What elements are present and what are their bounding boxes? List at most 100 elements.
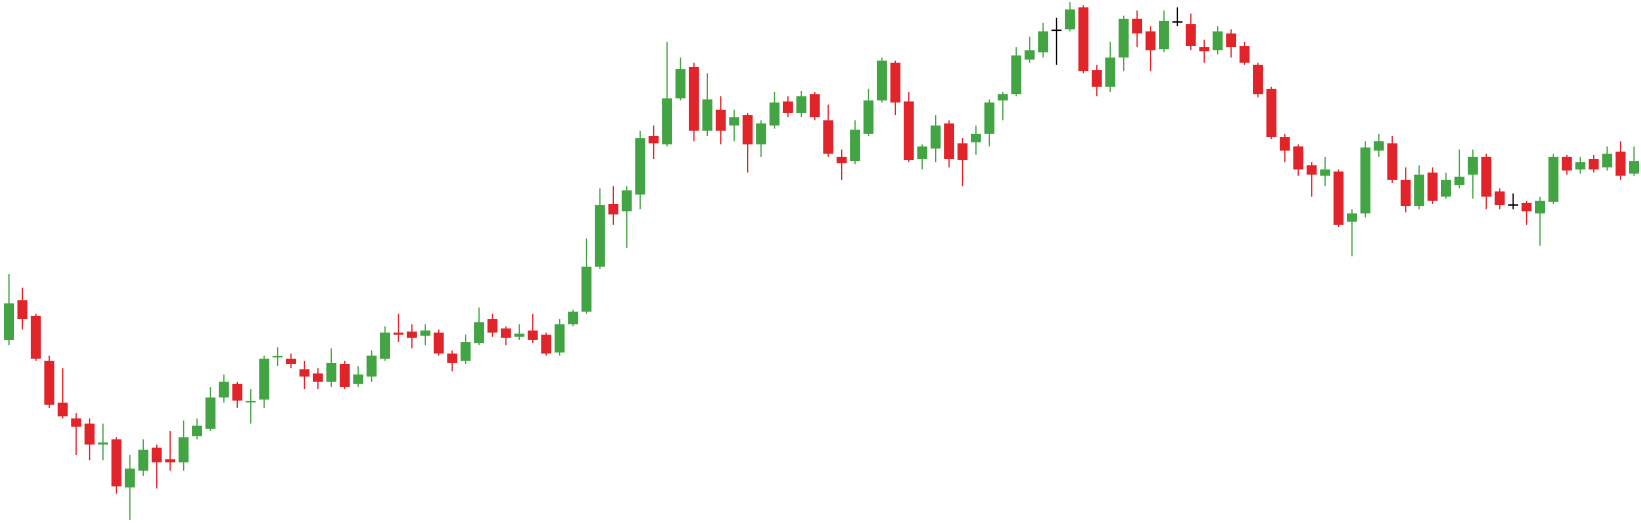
candle-body: [957, 143, 968, 161]
candle-body: [742, 115, 753, 145]
candle-body: [447, 353, 458, 363]
candle-body: [17, 300, 28, 320]
candle-body: [1346, 213, 1357, 222]
candle-body: [474, 322, 485, 344]
candle-body: [4, 303, 14, 340]
candle-body: [997, 94, 1008, 101]
candle-body: [1266, 88, 1277, 138]
candle-body: [702, 99, 713, 131]
candle-body: [1588, 158, 1599, 170]
candle-body: [594, 205, 605, 267]
candle-body: [1118, 18, 1129, 58]
candle-body: [581, 266, 592, 312]
candle-body: [1615, 151, 1626, 176]
candle-body: [1320, 169, 1331, 176]
candle-body: [1629, 161, 1639, 174]
candle-body: [1494, 191, 1505, 206]
candle-body: [863, 100, 874, 134]
candle-body: [1400, 179, 1411, 207]
candle-body: [1226, 33, 1237, 48]
candle-body: [662, 98, 673, 145]
candle-body: [366, 355, 377, 377]
candle-body: [192, 425, 203, 437]
candle-body: [984, 102, 995, 134]
candle-body: [44, 360, 55, 405]
candle-body: [635, 138, 646, 195]
candle-body: [1548, 156, 1559, 202]
candle-body: [71, 418, 82, 427]
candle-body: [1145, 31, 1156, 51]
candle-body: [1387, 143, 1398, 180]
candle-body: [111, 439, 122, 487]
candle-body: [756, 123, 767, 145]
candle-body: [1561, 156, 1572, 171]
candle-body: [299, 369, 310, 377]
candle-body: [1078, 7, 1089, 72]
candle-body: [1239, 46, 1250, 63]
candle-body: [1481, 156, 1492, 197]
candle-body: [1575, 162, 1586, 170]
candle-body: [514, 333, 525, 337]
candle-body: [527, 330, 538, 340]
candle-body: [259, 358, 270, 400]
candle-body: [1064, 9, 1075, 30]
candle-body: [1602, 153, 1613, 168]
candle-body: [769, 102, 780, 126]
candle-body: [1011, 55, 1022, 95]
candle-body: [326, 362, 337, 382]
candle-body: [688, 66, 699, 131]
candle-body: [30, 315, 41, 359]
candle-body: [1454, 176, 1465, 186]
candle-body: [903, 101, 914, 161]
candle-body: [970, 133, 981, 143]
candle-body: [1440, 179, 1451, 197]
candle-body: [1427, 172, 1438, 201]
candle-body: [1293, 146, 1304, 170]
candle-body: [1521, 202, 1532, 212]
candle-body: [98, 442, 109, 445]
candle-body: [1373, 141, 1384, 151]
candle-body: [420, 330, 431, 336]
candle-body: [608, 203, 619, 215]
candle-body: [460, 342, 471, 361]
candle-body: [715, 109, 726, 131]
candle-body: [890, 62, 901, 103]
candle-body: [1534, 200, 1545, 214]
candle-body: [500, 328, 511, 338]
candle-body: [541, 334, 552, 354]
candle-body: [124, 468, 135, 488]
candle-body: [57, 402, 68, 417]
candle-body: [1252, 64, 1263, 95]
candle-body: [621, 190, 632, 212]
candle-body: [138, 449, 149, 471]
candle-body: [393, 332, 404, 335]
candle-body: [178, 437, 189, 463]
candle-body: [1414, 174, 1425, 207]
candle-body: [876, 60, 887, 101]
candle-body: [917, 146, 928, 159]
candle-body: [1185, 24, 1196, 47]
candle-body: [286, 358, 297, 365]
candle-body: [823, 120, 834, 154]
candle-body: [554, 324, 565, 353]
candle-body: [944, 123, 955, 159]
candle-body: [1091, 70, 1102, 87]
candle-body: [782, 101, 793, 113]
candle-body: [406, 331, 417, 338]
candle-body: [568, 311, 579, 325]
candle-body: [433, 332, 444, 354]
candle-body: [151, 447, 162, 463]
candle-body: [84, 423, 95, 445]
candle-body: [675, 69, 686, 99]
candle-body: [1132, 18, 1143, 34]
candle-body: [1212, 31, 1223, 51]
candle-body: [1105, 57, 1116, 87]
candle-body: [232, 383, 243, 401]
candle-body: [836, 156, 847, 164]
candle-body: [205, 397, 216, 429]
candle-body: [1199, 47, 1210, 52]
candle-body: [353, 374, 364, 384]
candle-body: [809, 94, 820, 118]
candle-body: [1467, 156, 1478, 175]
